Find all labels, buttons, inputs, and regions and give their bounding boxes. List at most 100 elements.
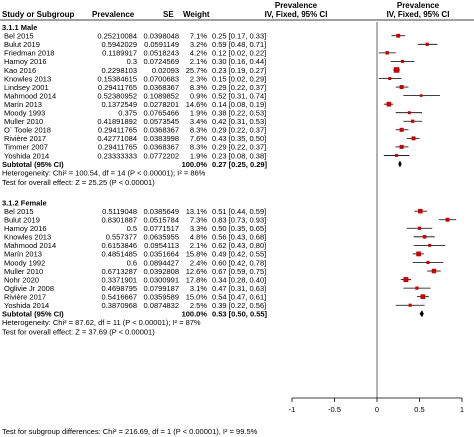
prevalence-value: 0.6713287	[102, 267, 137, 276]
subgroup-differences-text: Test for subgroup differences: Chi² = 21…	[2, 427, 258, 436]
weight-value: 1.9%	[190, 109, 207, 118]
se-value: 0.0518243	[144, 49, 179, 58]
se-value: 0.0894427	[144, 258, 179, 267]
ci-value: 0.34 [0.28, 0.40]	[212, 275, 266, 284]
ci-value: 0.23 [0.08, 0.38]	[212, 151, 266, 160]
study-name: Kao 2016	[4, 66, 36, 75]
point-estimate	[399, 85, 404, 90]
header-se: SE	[163, 10, 174, 19]
point-estimate	[425, 42, 429, 46]
weight-value: 8.3%	[190, 83, 207, 92]
subtotal-diamond	[419, 310, 424, 318]
weight-value: 7.3%	[190, 216, 207, 225]
ci-value: 0.39 [0.22, 0.56]	[212, 301, 266, 310]
study-name: O´ Toole 2018	[4, 126, 51, 135]
study-name: Hamoy 2016	[4, 57, 47, 66]
weight-value: 2.1%	[190, 57, 207, 66]
ci-value: 0.43 [0.35, 0.50]	[212, 134, 266, 143]
se-value: 0.0700683	[144, 74, 179, 83]
ci-value: 0.29 [0.22, 0.37]	[212, 83, 266, 92]
prevalence-value: 0.29411765	[98, 83, 137, 92]
point-estimate	[386, 101, 392, 107]
header-plot-top: Prevalence	[397, 1, 440, 10]
se-value: 0.0765466	[144, 109, 179, 118]
ci-value: 0.60 [0.42, 0.78]	[212, 258, 266, 267]
x-tick-label: 0.5	[414, 405, 424, 414]
study-name: Knowles 2013	[4, 74, 51, 83]
point-estimate	[418, 208, 423, 214]
point-estimate	[395, 153, 399, 157]
subtotal-diamond	[398, 160, 402, 168]
se-value: 0.0573545	[144, 117, 179, 126]
ci-value: 0.15 [0.02, 0.29]	[212, 74, 266, 83]
se-value: 0.0771517	[144, 224, 179, 233]
point-estimate	[393, 67, 400, 73]
study-name: Bel 2015	[4, 32, 34, 41]
study-name: Muller 2010	[4, 267, 43, 276]
study-name: Lindsey 2001	[4, 83, 49, 92]
ci-value: 0.62 [0.43, 0.80]	[212, 241, 266, 250]
prevalence-value: 0.23333333	[97, 151, 137, 160]
subtotal-label: Subtotal (95% CI)	[2, 160, 64, 169]
weight-value: 15.0%	[186, 292, 208, 301]
point-estimate	[403, 277, 409, 283]
study-name: Timmer 2007	[4, 143, 48, 152]
study-name: Mahmood 2014	[4, 91, 56, 100]
se-value: 0.0874832	[144, 301, 179, 310]
ci-value: 0.12 [0.02, 0.22]	[212, 49, 266, 58]
se-value: 0.0368367	[144, 126, 179, 135]
ci-value: 0.30 [0.16, 0.44]	[212, 57, 266, 66]
study-name: Bulut 2019	[4, 216, 40, 225]
weight-value: 3.1%	[190, 284, 207, 293]
point-estimate	[420, 294, 426, 300]
se-value: 0.0383998	[144, 134, 179, 143]
weight-value: 14.6%	[186, 100, 208, 109]
prevalence-value: 0.2298103	[102, 66, 137, 75]
weight-value: 2.4%	[190, 258, 207, 267]
study-name: Knowles 2013	[4, 233, 51, 242]
ci-value: 0.54 [0.47, 0.61]	[212, 292, 266, 301]
se-value: 0.0351664	[144, 250, 179, 259]
point-estimate	[407, 111, 411, 115]
se-value: 0.0635955	[144, 233, 179, 242]
ci-value: 0.50 [0.35, 0.65]	[212, 224, 266, 233]
point-estimate	[399, 144, 404, 149]
overall-effect-text: Test for overall effect: Z = 25.25 (P < …	[2, 178, 155, 187]
se-value: 0.1089852	[144, 91, 179, 100]
weight-value: 12.6%	[186, 267, 208, 276]
subtotal-weight: 100.0%	[182, 160, 208, 169]
prevalence-value: 0.6153846	[102, 241, 137, 250]
point-estimate	[385, 51, 389, 55]
x-tick-label: 1	[460, 405, 464, 414]
prevalence-value: 0.29411765	[98, 143, 137, 152]
weight-value: 25.7%	[186, 66, 208, 75]
study-name: Bel 2015	[4, 207, 34, 216]
point-estimate	[431, 268, 437, 274]
subtotal-ci: 0.53 [0.50, 0.55]	[212, 310, 268, 319]
study-name: Moody 1993	[4, 109, 45, 118]
header-ci-top: Prevalence	[275, 1, 318, 10]
prevalence-value: 0.6	[127, 258, 137, 267]
prevalence-value: 0.42771084	[97, 134, 137, 143]
prevalence-value: 0.375	[118, 109, 137, 118]
prevalence-value: 0.5	[127, 224, 137, 233]
ci-value: 0.38 [0.22, 0.53]	[212, 109, 266, 118]
weight-value: 3.4%	[190, 117, 207, 126]
weight-value: 3.2%	[190, 40, 207, 49]
point-estimate	[388, 76, 392, 81]
point-estimate	[396, 33, 401, 38]
point-estimate	[417, 226, 422, 230]
se-value: 0.0278201	[144, 100, 179, 109]
header-prevalence: Prevalence	[92, 10, 135, 19]
ci-value: 0.23 [0.19, 0.27]	[212, 66, 266, 75]
study-name: Muller 2010	[4, 117, 43, 126]
weight-value: 2.1%	[190, 241, 207, 250]
prevalence-value: 0.4698795	[102, 284, 137, 293]
ci-value: 0.29 [0.22, 0.37]	[212, 126, 266, 135]
point-estimate	[422, 235, 427, 239]
ci-value: 0.14 [0.08, 0.19]	[212, 100, 266, 109]
study-name: Rivière 2017	[4, 134, 46, 143]
point-estimate	[426, 260, 430, 265]
ci-value: 0.83 [0.73, 0.93]	[212, 216, 266, 225]
